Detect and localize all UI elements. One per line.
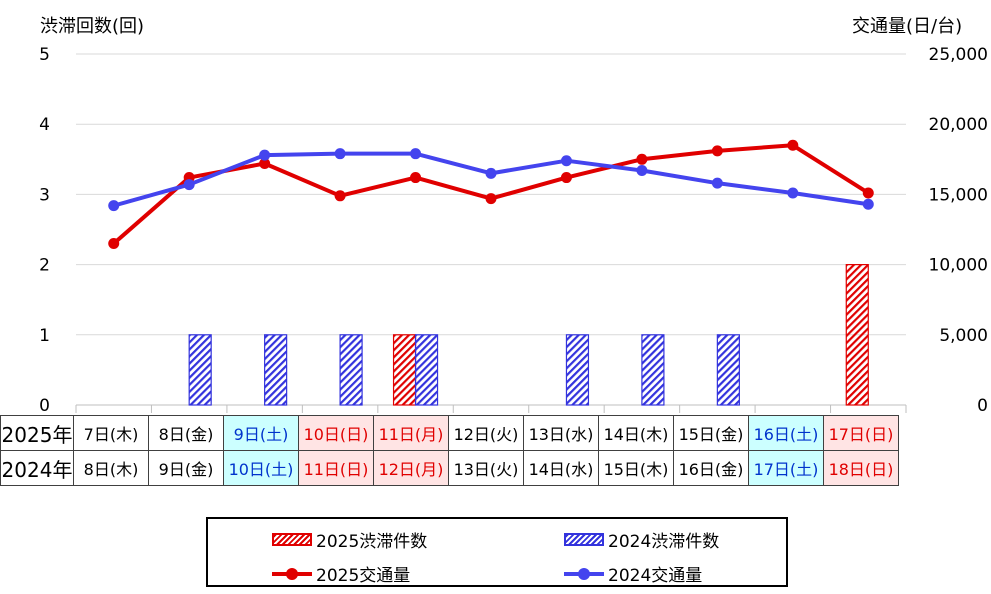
- point-2025交通量: [711, 145, 723, 157]
- legend-label-bar-2024: 2024渋滞件数: [608, 532, 720, 552]
- bar-2024渋滞件数: [339, 334, 363, 406]
- right-axis-title: 交通量(日/台): [852, 16, 963, 37]
- date-cell: 17日(土): [748, 450, 824, 486]
- date-cell: 10日(日): [298, 415, 374, 451]
- bar-2024渋滞件数: [188, 334, 212, 406]
- date-cell: 13日(水): [523, 415, 599, 451]
- point-2024交通量: [862, 198, 874, 210]
- point-2024交通量: [636, 165, 648, 177]
- bar-2024渋滞件数: [264, 334, 288, 406]
- legend-label-bar-2025: 2025渋滞件数: [316, 532, 428, 552]
- date-cell: 12日(月): [373, 450, 449, 486]
- bar-2024渋滞件数: [414, 334, 439, 406]
- right-tick-label: 20,000: [929, 115, 988, 135]
- bar-2025渋滞件数: [845, 264, 869, 406]
- date-cell: 14日(水): [523, 450, 599, 486]
- right-tick-label: 5,000: [939, 326, 988, 346]
- point-2024交通量: [787, 187, 799, 199]
- bar-2024渋滞件数: [565, 334, 590, 406]
- point-2025交通量: [108, 238, 120, 250]
- date-cell: 18日(日): [823, 450, 899, 486]
- year-label-2024: 2024年: [0, 450, 74, 486]
- point-2025交通量: [334, 190, 346, 202]
- date-table: 2025年 7日(木) 8日(金) 9日(土) 10日(日) 11日(月) 12日(火) 1…: [0, 415, 899, 486]
- date-cell: 16日(土): [748, 415, 824, 451]
- date-cell: 14日(木): [598, 415, 674, 451]
- point-2025交通量: [259, 158, 271, 170]
- date-cell: 7日(木): [73, 415, 149, 451]
- legend-swatch-bar-2025: [272, 533, 312, 546]
- legend-item-line-2024: 2024交通量: [564, 561, 702, 586]
- point-2024交通量: [560, 155, 572, 167]
- legend-item-line-2025: 2025交通量: [272, 561, 410, 586]
- right-tick-label: 10,000: [929, 256, 988, 276]
- left-tick-label: 5: [39, 45, 50, 65]
- point-2025交通量: [485, 193, 497, 205]
- date-cell: 11日(日): [298, 450, 374, 486]
- date-row-2025: 2025年 7日(木) 8日(金) 9日(土) 10日(日) 11日(月) 12日(火) 1…: [0, 415, 899, 451]
- point-2024交通量: [410, 148, 422, 160]
- point-2025交通量: [560, 172, 572, 184]
- point-2024交通量: [108, 200, 120, 212]
- left-tick-label: 4: [39, 115, 50, 135]
- date-cell: 10日(土): [223, 450, 299, 486]
- point-2024交通量: [183, 179, 195, 191]
- legend-swatch-line-2025: [272, 567, 312, 581]
- date-cell: 16日(金): [673, 450, 749, 486]
- date-cell: 11日(月): [373, 415, 449, 451]
- point-2025交通量: [787, 139, 799, 151]
- date-cell: 12日(火): [448, 415, 524, 451]
- right-tick-label: 25,000: [929, 45, 988, 65]
- left-tick-label: 3: [39, 185, 50, 205]
- left-axis-title: 渋滞回数(回): [40, 16, 145, 37]
- point-2024交通量: [711, 177, 723, 189]
- right-tick-label: 15,000: [929, 185, 988, 205]
- left-tick-label: 1: [39, 326, 50, 346]
- date-cell: 8日(金): [148, 415, 224, 451]
- legend-item-bar-2025: 2025渋滞件数: [272, 527, 427, 552]
- right-tick-label: 0: [977, 396, 988, 416]
- point-2024交通量: [485, 167, 497, 179]
- point-2025交通量: [410, 172, 422, 184]
- date-cell: 8日(木): [73, 450, 149, 486]
- bar-2024渋滞件数: [716, 334, 740, 406]
- bar-2025渋滞件数: [392, 334, 417, 406]
- left-tick-label: 0: [39, 396, 50, 416]
- year-label-2025: 2025年: [0, 415, 74, 451]
- chart-legend: 2025渋滞件数 2024渋滞件数 2025交通量 2024交通量: [206, 517, 788, 587]
- legend-label-line-2025: 2025交通量: [316, 566, 411, 586]
- date-cell: 17日(日): [823, 415, 899, 451]
- point-2025交通量: [862, 187, 874, 199]
- date-cell: 13日(火): [448, 450, 524, 486]
- date-cell: 15日(金): [673, 415, 749, 451]
- date-cell: 15日(木): [598, 450, 674, 486]
- legend-swatch-bar-2024: [564, 533, 604, 546]
- point-2024交通量: [334, 148, 346, 160]
- legend-item-bar-2024: 2024渋滞件数: [564, 527, 719, 552]
- legend-swatch-line-2024: [564, 567, 604, 581]
- point-2025交通量: [636, 153, 648, 165]
- left-tick-label: 2: [39, 256, 50, 276]
- date-row-2024: 2024年 8日(木) 9日(金) 10日(土) 11日(日) 12日(月) 13日(火)…: [0, 450, 899, 486]
- date-cell: 9日(金): [148, 450, 224, 486]
- date-cell: 9日(土): [223, 415, 299, 451]
- bar-2024渋滞件数: [641, 334, 665, 406]
- point-2024交通量: [259, 149, 271, 161]
- legend-label-line-2024: 2024交通量: [608, 566, 703, 586]
